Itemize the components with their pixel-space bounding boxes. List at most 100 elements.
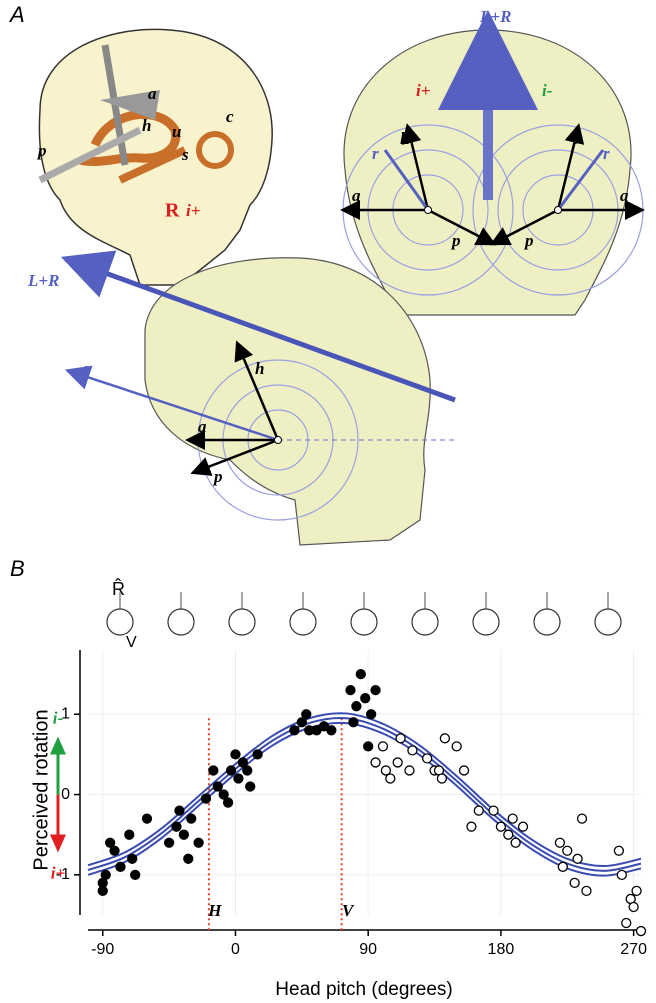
data-point — [460, 766, 469, 775]
sign-label: i- — [542, 81, 553, 100]
data-point — [224, 798, 233, 807]
vector-label: a — [620, 186, 629, 205]
data-point — [98, 886, 107, 895]
data-point — [408, 746, 417, 755]
data-point — [194, 838, 203, 847]
data-point — [614, 846, 623, 855]
ref-label: V — [342, 901, 355, 920]
data-point — [496, 822, 505, 831]
x-tick-label: 90 — [359, 941, 377, 958]
vector-label: p — [450, 231, 461, 250]
data-point — [209, 766, 218, 775]
data-point — [246, 782, 255, 791]
data-point — [327, 726, 336, 735]
data-point — [346, 686, 355, 695]
vector-label: r — [372, 144, 379, 163]
data-point — [128, 854, 137, 863]
inset-skull: a h u c s p R i+ — [36, 29, 272, 285]
x-tick-label: -90 — [91, 941, 114, 958]
head-icon — [534, 609, 560, 635]
head-icon — [290, 609, 316, 635]
data-point — [302, 710, 311, 719]
data-point — [253, 750, 262, 759]
data-point — [352, 702, 361, 711]
x-tick-label: 270 — [620, 941, 647, 958]
data-point — [629, 902, 638, 911]
ref-label: H — [207, 901, 222, 920]
data-point — [231, 750, 240, 759]
head-icon — [107, 609, 133, 635]
x-axis-title: Head pitch (degrees) — [275, 979, 452, 1000]
vector-label: a — [352, 186, 361, 205]
data-point — [519, 822, 528, 831]
data-point — [578, 814, 587, 823]
data-point — [172, 822, 181, 831]
panel-label: B — [10, 556, 25, 581]
inset-label: a — [148, 84, 157, 103]
data-point — [371, 758, 380, 767]
data-point — [175, 806, 184, 815]
front-skull: L+R i+ i- h r a p h r a p — [343, 7, 643, 315]
data-point — [582, 886, 591, 895]
axis-label: L+R — [479, 7, 511, 26]
data-point — [349, 718, 358, 727]
data-point — [573, 854, 582, 863]
data-point — [243, 766, 252, 775]
sign-label: i+ — [51, 863, 65, 882]
data-point — [511, 838, 520, 847]
data-point — [179, 830, 188, 839]
data-point — [632, 886, 641, 895]
data-point — [165, 838, 174, 847]
side-skull: L+R r h a p — [27, 258, 455, 545]
data-point — [290, 726, 299, 735]
data-point — [405, 766, 414, 775]
vector-label: a — [198, 417, 207, 436]
head-icon — [351, 609, 377, 635]
data-point — [393, 758, 402, 767]
data-point — [378, 742, 387, 751]
data-point — [201, 794, 210, 803]
data-point — [101, 870, 110, 879]
data-point — [356, 670, 365, 679]
data-point — [371, 686, 380, 695]
sign-arrow-head — [50, 737, 66, 755]
data-point — [452, 742, 461, 751]
data-point — [213, 782, 222, 791]
vector-label: p — [523, 231, 534, 250]
head-icon — [229, 609, 255, 635]
panel-label: A — [8, 2, 25, 27]
data-point — [622, 919, 631, 928]
y-tick-label: 0 — [61, 786, 70, 803]
axis-label: L+R — [27, 271, 59, 290]
data-point — [386, 774, 395, 783]
data-point — [570, 878, 579, 887]
data-point — [474, 806, 483, 815]
data-point — [504, 830, 513, 839]
data-point — [361, 694, 370, 703]
data-point — [184, 854, 193, 863]
data-point — [116, 862, 125, 871]
x-tick-label: 180 — [488, 941, 515, 958]
sign-arrow-head — [50, 835, 66, 853]
icon-label: R̂ — [112, 578, 125, 599]
sign-label: i+ — [186, 201, 200, 220]
vector-label: h — [400, 129, 409, 148]
inset-label: s — [181, 145, 189, 164]
vector-label: r — [84, 359, 91, 378]
inset-label: c — [226, 107, 234, 126]
head-icon — [473, 609, 499, 635]
side-label: R — [165, 200, 180, 222]
y-axis-title: Perceived rotation — [30, 709, 52, 870]
data-point — [131, 870, 140, 879]
data-point — [367, 710, 376, 719]
vector-label: h — [255, 359, 264, 378]
figure: A a h u c s p R i+ L+R i+ i- h r a p h r… — [0, 0, 656, 1003]
inset-label: p — [36, 141, 47, 160]
data-point — [489, 806, 498, 815]
x-tick-label: 0 — [231, 941, 240, 958]
data-point — [227, 766, 236, 775]
data-point — [142, 814, 151, 823]
vector-label: p — [212, 467, 223, 486]
data-point — [396, 734, 405, 743]
vector-label: h — [574, 129, 583, 148]
